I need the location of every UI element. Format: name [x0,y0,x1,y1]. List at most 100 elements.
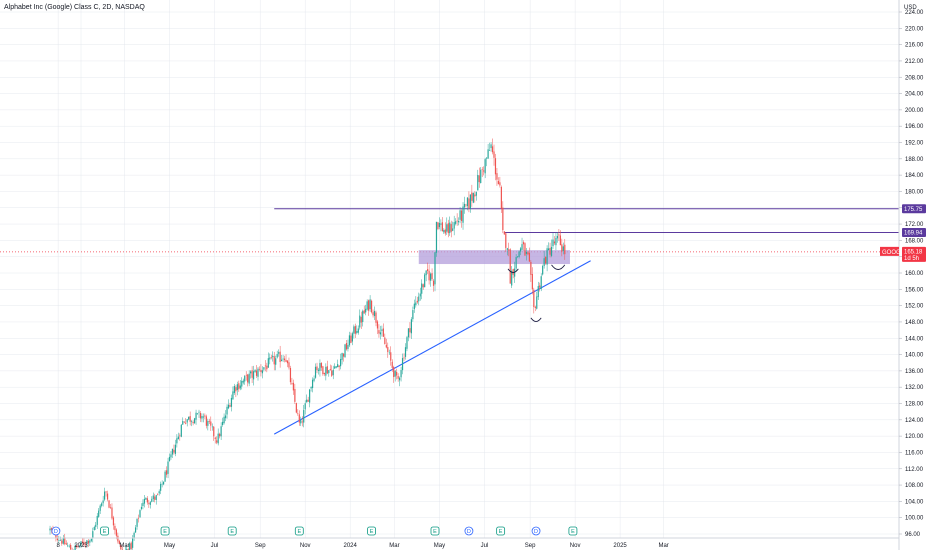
y-tick-label: 212.00 [905,59,924,65]
candle [168,453,171,462]
candle [359,309,361,330]
candle [257,366,259,381]
candle [404,343,407,360]
earnings-event-marker[interactable]: E [367,526,376,536]
candle [528,247,530,263]
candle [375,310,377,327]
candle [96,512,98,529]
candle [406,335,408,352]
candle [207,418,209,431]
earnings-event-marker[interactable]: E [227,526,237,536]
svg-text:E: E [103,529,107,535]
y-tick-label: 208.00 [905,75,924,81]
candle [193,417,196,424]
candle [378,324,380,338]
candle [530,260,532,282]
chart-title: Alphabet Inc (Google) Class C, 2D, NASDA… [4,4,145,11]
candle [545,256,547,265]
candle [480,167,482,184]
candle [313,375,315,383]
candle [80,541,82,549]
candle [111,503,113,520]
candle [394,370,396,382]
earnings-event-marker[interactable]: E [430,526,440,536]
candle [90,538,92,543]
candle [266,362,268,373]
earnings-event-marker[interactable]: E [160,526,170,536]
candle [167,457,169,479]
price-tag-bg [902,246,926,262]
x-tick-label: 8 [56,543,60,549]
candle [558,229,560,242]
candle [490,142,492,152]
candle [285,354,287,363]
candle [443,228,445,235]
candle [484,157,486,179]
candle [524,242,526,256]
dividend-event-marker[interactable]: D [464,526,474,536]
candle [71,547,73,550]
candle [114,523,116,535]
x-tick-label: May [164,543,175,549]
svg-text:E: E [499,529,503,535]
candle [539,282,541,292]
candle [108,499,110,509]
candle [553,236,556,246]
candle [173,444,175,455]
candle [509,248,511,284]
earnings-event-marker[interactable]: E [496,526,506,536]
candle [133,531,135,541]
candle [381,325,383,337]
bottom-arc[interactable] [551,264,566,270]
candle [357,325,359,335]
candle [478,167,480,188]
candle [331,365,333,377]
y-tick-label: 112.00 [905,467,924,473]
dividend-event-marker[interactable]: D [531,526,541,536]
candle [555,232,557,251]
candle [360,311,362,329]
candle [186,418,188,427]
candle [561,238,563,257]
candle [379,325,382,340]
earnings-event-marker[interactable]: E [294,526,304,536]
x-tick-label: Mar [658,543,668,549]
candle [170,450,172,460]
candle [146,496,148,505]
candle [342,353,345,362]
candle [511,266,513,289]
y-tick-label: 124.00 [905,418,924,424]
candle [258,366,261,372]
candle [213,425,215,441]
candle [385,338,387,349]
candle [384,333,386,345]
candle [282,354,284,363]
candle [527,250,529,256]
price-tag-countdown: 1d 5h [904,256,919,262]
svg-text:D: D [534,529,538,535]
candle [224,410,227,422]
candle [236,381,238,396]
candle [255,365,258,379]
support-zone[interactable] [418,250,570,265]
bottom-arc[interactable] [507,268,519,273]
candle [486,157,488,167]
candle [403,353,405,362]
candle [143,495,146,508]
candle [460,209,463,228]
candle [517,256,519,259]
y-tick-label: 116.00 [905,450,924,456]
dividend-event-marker[interactable]: D [51,526,61,536]
candle [494,153,497,181]
candle [176,434,178,448]
ascending-trendline[interactable] [273,260,591,435]
bottom-arc[interactable] [530,317,542,322]
earnings-event-marker[interactable]: E [100,526,109,536]
candle [472,192,474,204]
candle [261,366,264,379]
earnings-event-marker[interactable]: E [568,526,578,536]
candle [106,490,109,502]
candle [412,306,414,322]
candle [101,502,103,508]
